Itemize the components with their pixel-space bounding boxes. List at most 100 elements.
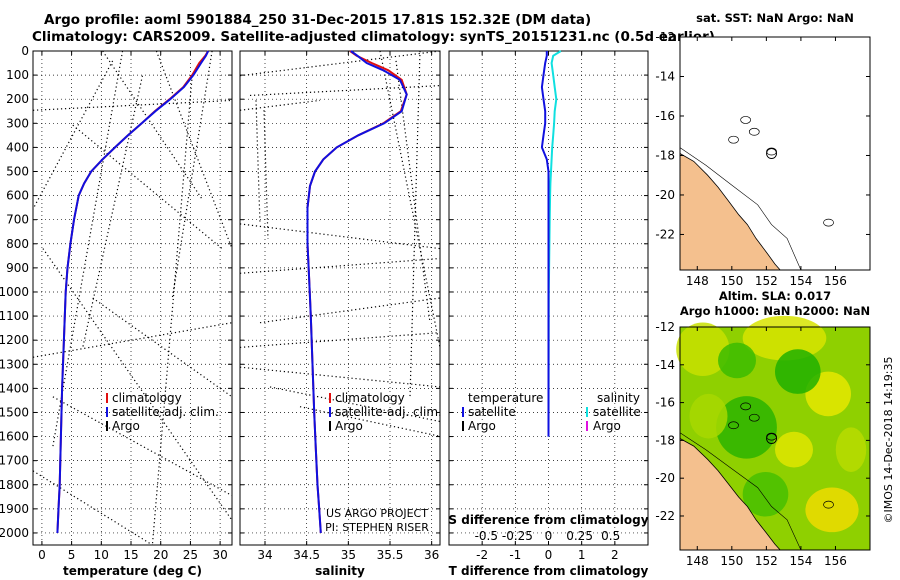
salinity-axis-label: salinity <box>315 564 365 578</box>
salinity-diff-tick-label: 0.25 <box>566 529 593 543</box>
sla_map-reef <box>740 402 751 411</box>
diff-legend-t-satellite-label: satellite <box>468 405 516 419</box>
climatology-title: Climatology: CARS2009. Satellite-adjuste… <box>32 29 715 45</box>
credit-pi: PI: STEPHEN RISER <box>325 521 429 534</box>
depth-tick-label: 800 <box>6 237 29 251</box>
salinity-xtick-label: 35 <box>341 548 356 562</box>
neighbour-profile-track <box>171 50 213 299</box>
sst_map-lat-tick-label: -18 <box>655 148 675 162</box>
sst_map-lon-tick-label: 152 <box>755 274 778 288</box>
sla_map-lon-tick-label: 148 <box>686 554 709 568</box>
salinity-diff-tick-label: 0 <box>545 529 553 543</box>
sla-map-title: Altim. SLA: 0.017 <box>719 289 831 303</box>
sla-anomaly-blob <box>835 427 867 472</box>
salinity-diff-axis-label: S difference from climatology <box>448 513 648 527</box>
diff-legend-t-argo-label: Argo <box>468 419 496 433</box>
depth-tick-label: 1400 <box>0 381 29 395</box>
sla-anomaly-blob <box>742 471 789 517</box>
imos-watermark: ©IMOS 14-Dec-2018 14:19:35 <box>882 357 895 524</box>
salinity-xtick-label: 36 <box>424 548 439 562</box>
temperature-xtick-label: 30 <box>212 548 227 562</box>
credit-project: US ARGO PROJECT <box>326 507 428 520</box>
sst_map-lon-tick-label: 156 <box>824 274 847 288</box>
temperature-frame <box>32 50 233 546</box>
sla_map-lon-tick-label: 154 <box>789 554 812 568</box>
sla-anomaly-blob <box>775 349 821 394</box>
depth-tick-label: 700 <box>6 213 29 227</box>
sst_map-frame <box>679 36 871 271</box>
sst_map-reef <box>740 116 751 124</box>
sla_map-frame <box>679 326 871 551</box>
neighbour-profile-track <box>239 257 441 274</box>
neighbour-profile-track <box>409 50 421 397</box>
diff-legend-salinity-title: salinity <box>597 391 640 405</box>
sst-map-title: sat. SST: NaN Argo: NaN <box>696 11 854 25</box>
sst_map-lon-tick-label: 150 <box>720 274 743 288</box>
sst_map-lat-tick-label: -20 <box>655 188 675 202</box>
diff-legend-s-argo-label: Argo <box>593 419 621 433</box>
depth-tick-label: 1900 <box>0 502 29 516</box>
neighbour-profile-track <box>269 386 441 423</box>
neighbour-profile-track <box>239 223 441 250</box>
depth-tick-label: 1300 <box>0 357 29 371</box>
sst_map-lon-tick-label: 148 <box>686 274 709 288</box>
sst_map-lat-tick-label: -12 <box>655 30 675 44</box>
temperature-satellite-line <box>56 50 210 534</box>
neighbour-profile-track <box>32 322 233 358</box>
sal-legend-argo-label: Argo <box>335 419 363 433</box>
neighbour-profile-track <box>32 60 114 210</box>
salinity-diff-tick-label: 0.5 <box>601 529 620 543</box>
depth-tick-label: 600 <box>6 189 29 203</box>
sla-anomaly-blob <box>775 431 813 468</box>
salinity-diff-tick-label: -0.5 <box>475 529 498 543</box>
neighbour-profile-track <box>255 100 261 224</box>
sla_map-reef <box>748 413 760 422</box>
neighbour-profile-track <box>239 331 441 348</box>
sst_map-reef <box>728 135 739 144</box>
depth-tick-label: 1100 <box>0 309 29 323</box>
sst_map-lat-tick-label: -16 <box>655 109 675 123</box>
salinity-diff-tick-label: -0.25 <box>502 529 533 543</box>
sst_map-argo-position <box>766 148 777 159</box>
diff-legend-s-satellite-label: satellite <box>593 405 641 419</box>
sst_map-shelf-contour <box>679 147 802 271</box>
neighbour-profile-track <box>151 75 193 546</box>
neighbour-profile-track <box>239 99 321 111</box>
temp-legend-argo-label: Argo <box>112 419 140 433</box>
neighbour-profile-track <box>263 110 269 239</box>
sla_map-shelf-contour <box>679 432 802 551</box>
temperature-diff-axis-label: T difference from climatology <box>449 564 649 578</box>
difference-xtick-label: -2 <box>476 548 488 562</box>
neighbour-profile-track <box>32 470 153 546</box>
sst_map-lon-tick-label: 154 <box>789 274 812 288</box>
temperature-xtick-label: 25 <box>183 548 198 562</box>
neighbour-profile-track <box>379 50 441 348</box>
depth-tick-label: 1000 <box>0 285 29 299</box>
sla_map-argo-position <box>766 433 777 444</box>
sal-legend-climatology-label: climatology <box>335 391 405 405</box>
depth-tick-label: 400 <box>6 140 29 154</box>
sla-anomaly-blob <box>716 396 777 459</box>
depth-tick-label: 1200 <box>0 333 29 347</box>
neighbour-profile-track <box>72 124 223 250</box>
salinity-frame <box>239 50 441 546</box>
diff-legend-temperature-title: temperature <box>468 391 543 405</box>
temperature-xtick-label: 10 <box>94 548 109 562</box>
depth-tick-label: 500 <box>6 164 29 178</box>
temp-legend-climatology-label: climatology <box>112 391 182 405</box>
sla_map-lon-tick-label: 150 <box>720 554 743 568</box>
sla_map-lat-tick-label: -14 <box>655 358 675 372</box>
salinity-xtick-label: 34.5 <box>293 548 320 562</box>
sla_map-reef <box>823 500 834 509</box>
neighbour-profile-track <box>155 50 233 249</box>
neighbour-profile-track <box>102 50 203 200</box>
temperature-xtick-label: 5 <box>68 548 76 562</box>
temperature-difference-line <box>540 51 550 437</box>
sla-anomaly-blob <box>718 342 756 379</box>
temperature-xtick-label: 0 <box>38 548 46 562</box>
sla_map-lat-tick-label: -12 <box>655 320 675 334</box>
difference-xtick-label: 2 <box>611 548 619 562</box>
sla_map-lat-tick-label: -18 <box>655 433 675 447</box>
depth-tick-label: 200 <box>6 92 29 106</box>
depth-tick-label: 1800 <box>0 478 29 492</box>
